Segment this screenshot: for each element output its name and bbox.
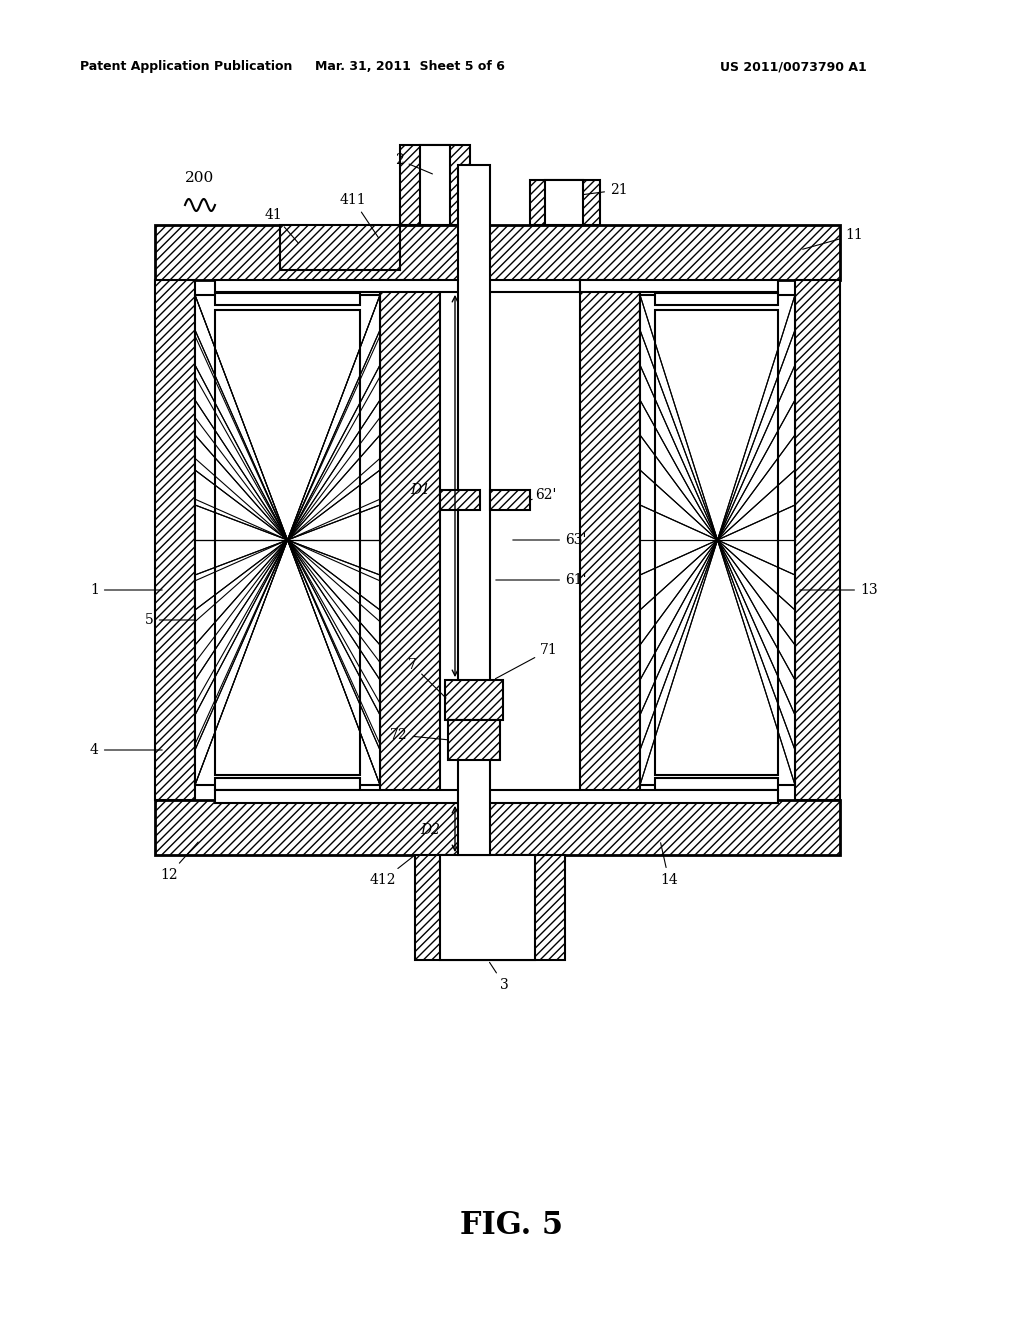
Bar (215, 777, 360, 789)
Text: 7: 7 (408, 657, 446, 698)
Bar (655, 777, 778, 789)
Bar (400, 145, 470, 224)
Bar (580, 280, 778, 292)
Bar (155, 280, 195, 800)
Bar (380, 280, 440, 800)
Bar (420, 145, 450, 224)
Text: 200: 200 (185, 172, 214, 185)
Bar (545, 180, 583, 224)
Bar (795, 280, 840, 800)
Text: 41: 41 (265, 209, 298, 243)
Text: 62': 62' (530, 488, 556, 502)
Bar (155, 224, 840, 280)
Text: 12: 12 (160, 842, 199, 882)
Text: 72: 72 (390, 729, 447, 742)
Bar (215, 280, 580, 292)
Bar (215, 310, 360, 775)
Bar (640, 294, 795, 785)
Bar (440, 855, 535, 960)
Text: US 2011/0073790 A1: US 2011/0073790 A1 (720, 59, 866, 73)
Bar (440, 490, 480, 510)
Text: 412: 412 (370, 857, 413, 887)
Bar (530, 180, 600, 224)
Text: Patent Application Publication: Patent Application Publication (80, 59, 293, 73)
Bar (415, 855, 565, 960)
Text: 14: 14 (660, 842, 678, 887)
Text: D1: D1 (410, 483, 430, 498)
Bar (449, 719, 500, 760)
Text: 21: 21 (583, 183, 628, 197)
Text: 2: 2 (395, 153, 432, 174)
Bar (195, 294, 380, 785)
Bar (195, 294, 380, 785)
Text: 4: 4 (90, 743, 162, 756)
Bar (580, 280, 640, 800)
Bar (155, 800, 840, 855)
Text: 5: 5 (145, 612, 196, 627)
Bar (195, 294, 380, 785)
Bar (445, 680, 503, 719)
Bar (215, 789, 778, 803)
Bar (655, 293, 778, 305)
Text: 11: 11 (803, 228, 863, 249)
Text: D2: D2 (420, 822, 440, 837)
Text: 61': 61' (496, 573, 587, 587)
Bar (490, 490, 530, 510)
Bar (215, 293, 360, 305)
Text: 3: 3 (489, 962, 509, 993)
Text: Mar. 31, 2011  Sheet 5 of 6: Mar. 31, 2011 Sheet 5 of 6 (315, 59, 505, 73)
Bar (280, 224, 400, 271)
Text: 411: 411 (340, 193, 379, 238)
Text: 13: 13 (800, 583, 878, 597)
Text: 71: 71 (496, 643, 558, 678)
Text: 1: 1 (90, 583, 162, 597)
Bar (640, 294, 795, 785)
Text: 63': 63' (513, 533, 587, 546)
Bar (458, 165, 490, 855)
Text: FIG. 5: FIG. 5 (461, 1210, 563, 1241)
Bar (655, 310, 778, 775)
